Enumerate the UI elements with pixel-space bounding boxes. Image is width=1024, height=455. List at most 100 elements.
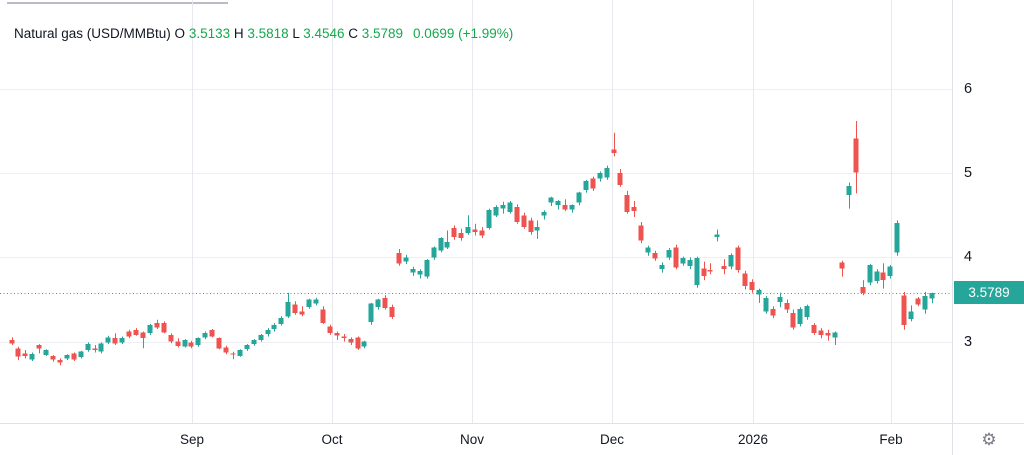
candle-129 bbox=[901, 291, 907, 330]
candle-102 bbox=[714, 229, 720, 242]
candle-1 bbox=[15, 346, 21, 361]
candle-117 bbox=[818, 328, 824, 339]
candle-120 bbox=[839, 260, 845, 277]
candle-30 bbox=[216, 337, 222, 350]
candle-98 bbox=[687, 257, 693, 270]
close-value: 3.5789 bbox=[361, 26, 404, 41]
candle-64 bbox=[451, 225, 457, 240]
candle-90 bbox=[631, 201, 637, 217]
candle-37 bbox=[265, 328, 271, 337]
candle-92 bbox=[645, 245, 651, 256]
candle-78 bbox=[548, 196, 554, 206]
candle-16 bbox=[119, 336, 125, 345]
open-label: O bbox=[170, 26, 189, 41]
candle-26 bbox=[188, 340, 194, 349]
candle-76 bbox=[534, 220, 540, 239]
candle-12 bbox=[92, 345, 98, 353]
candle-25 bbox=[182, 339, 188, 348]
candle-127 bbox=[887, 265, 893, 279]
candle-124 bbox=[867, 264, 873, 286]
candle-128 bbox=[894, 220, 900, 256]
candle-111 bbox=[777, 292, 783, 308]
candle-40 bbox=[285, 292, 291, 318]
candle-126 bbox=[880, 263, 886, 289]
candle-2 bbox=[22, 350, 28, 359]
candle-110 bbox=[770, 306, 776, 318]
candle-63 bbox=[444, 230, 450, 249]
candle-36 bbox=[258, 334, 264, 342]
high-value: 3.5818 bbox=[247, 26, 289, 41]
candle-27 bbox=[195, 337, 201, 347]
candle-69 bbox=[486, 208, 492, 230]
change-percent: (+1.99%) bbox=[454, 26, 514, 41]
time-axis[interactable]: Sep Oct Nov Dec 2026 Feb bbox=[0, 423, 952, 455]
candle-121 bbox=[846, 182, 852, 209]
candle-45 bbox=[320, 306, 326, 324]
candle-56 bbox=[396, 249, 402, 266]
candle-15 bbox=[112, 333, 118, 345]
candle-46 bbox=[327, 324, 333, 335]
candle-133 bbox=[929, 292, 935, 304]
candle-41 bbox=[292, 301, 298, 315]
candle-95 bbox=[666, 248, 672, 260]
gear-icon[interactable]: ⚙ bbox=[981, 430, 997, 449]
low-value: 3.4546 bbox=[303, 26, 345, 41]
symbol-title: Natural gas (USD/MMBtu) bbox=[14, 26, 171, 41]
candle-55 bbox=[389, 304, 395, 319]
candle-24 bbox=[175, 338, 181, 348]
candle-18 bbox=[133, 328, 139, 336]
low-label: L bbox=[288, 26, 304, 41]
candle-71 bbox=[500, 201, 506, 214]
candle-101 bbox=[707, 263, 713, 275]
candle-119 bbox=[832, 331, 838, 345]
price-chart-canvas[interactable] bbox=[0, 0, 952, 423]
pane-separator-line bbox=[7, 2, 228, 4]
candle-6 bbox=[50, 355, 56, 362]
candle-48 bbox=[341, 334, 347, 342]
candle-107 bbox=[749, 279, 755, 293]
candle-73 bbox=[514, 204, 520, 224]
candle-125 bbox=[874, 269, 880, 284]
candle-103 bbox=[721, 259, 727, 275]
candle-77 bbox=[541, 210, 547, 220]
candle-82 bbox=[576, 191, 582, 206]
candle-89 bbox=[624, 190, 630, 214]
candle-118 bbox=[825, 329, 831, 341]
candle-85 bbox=[597, 171, 603, 182]
price-tick-label: 4 bbox=[964, 249, 973, 266]
candle-61 bbox=[431, 246, 437, 260]
candle-35 bbox=[251, 339, 257, 346]
time-tick-label: Feb bbox=[879, 432, 903, 447]
candle-96 bbox=[673, 244, 679, 270]
candle-132 bbox=[922, 291, 928, 314]
candle-7 bbox=[57, 358, 63, 366]
candle-122 bbox=[853, 121, 859, 194]
candle-106 bbox=[742, 270, 748, 290]
candle-123 bbox=[860, 280, 866, 296]
price-axis[interactable]: 3.5789 6 5 4 3 bbox=[952, 0, 1024, 423]
change-value: 0.0699 bbox=[413, 26, 455, 41]
candle-38 bbox=[271, 323, 277, 332]
candle-20 bbox=[147, 323, 153, 335]
time-tick-label: Sep bbox=[179, 432, 205, 447]
candle-81 bbox=[569, 204, 575, 213]
symbol-legend: Natural gas (USD/MMBtu) O 3.5133 H 3.581… bbox=[14, 25, 513, 43]
candle-99 bbox=[694, 256, 700, 288]
candle-43 bbox=[306, 298, 312, 309]
time-tick-label: Oct bbox=[321, 432, 343, 447]
candle-14 bbox=[105, 335, 111, 345]
candle-10 bbox=[78, 350, 84, 359]
candle-116 bbox=[811, 323, 817, 335]
candle-67 bbox=[472, 223, 478, 236]
candle-11 bbox=[85, 342, 91, 352]
candle-84 bbox=[590, 176, 596, 191]
candle-75 bbox=[528, 217, 534, 235]
time-tick-label: Dec bbox=[599, 432, 625, 447]
candle-112 bbox=[784, 299, 790, 313]
candle-66 bbox=[465, 215, 471, 235]
candle-131 bbox=[915, 297, 921, 307]
candle-32 bbox=[230, 351, 236, 360]
candle-54 bbox=[382, 295, 388, 310]
candle-8 bbox=[64, 354, 70, 361]
candle-19 bbox=[140, 331, 146, 349]
